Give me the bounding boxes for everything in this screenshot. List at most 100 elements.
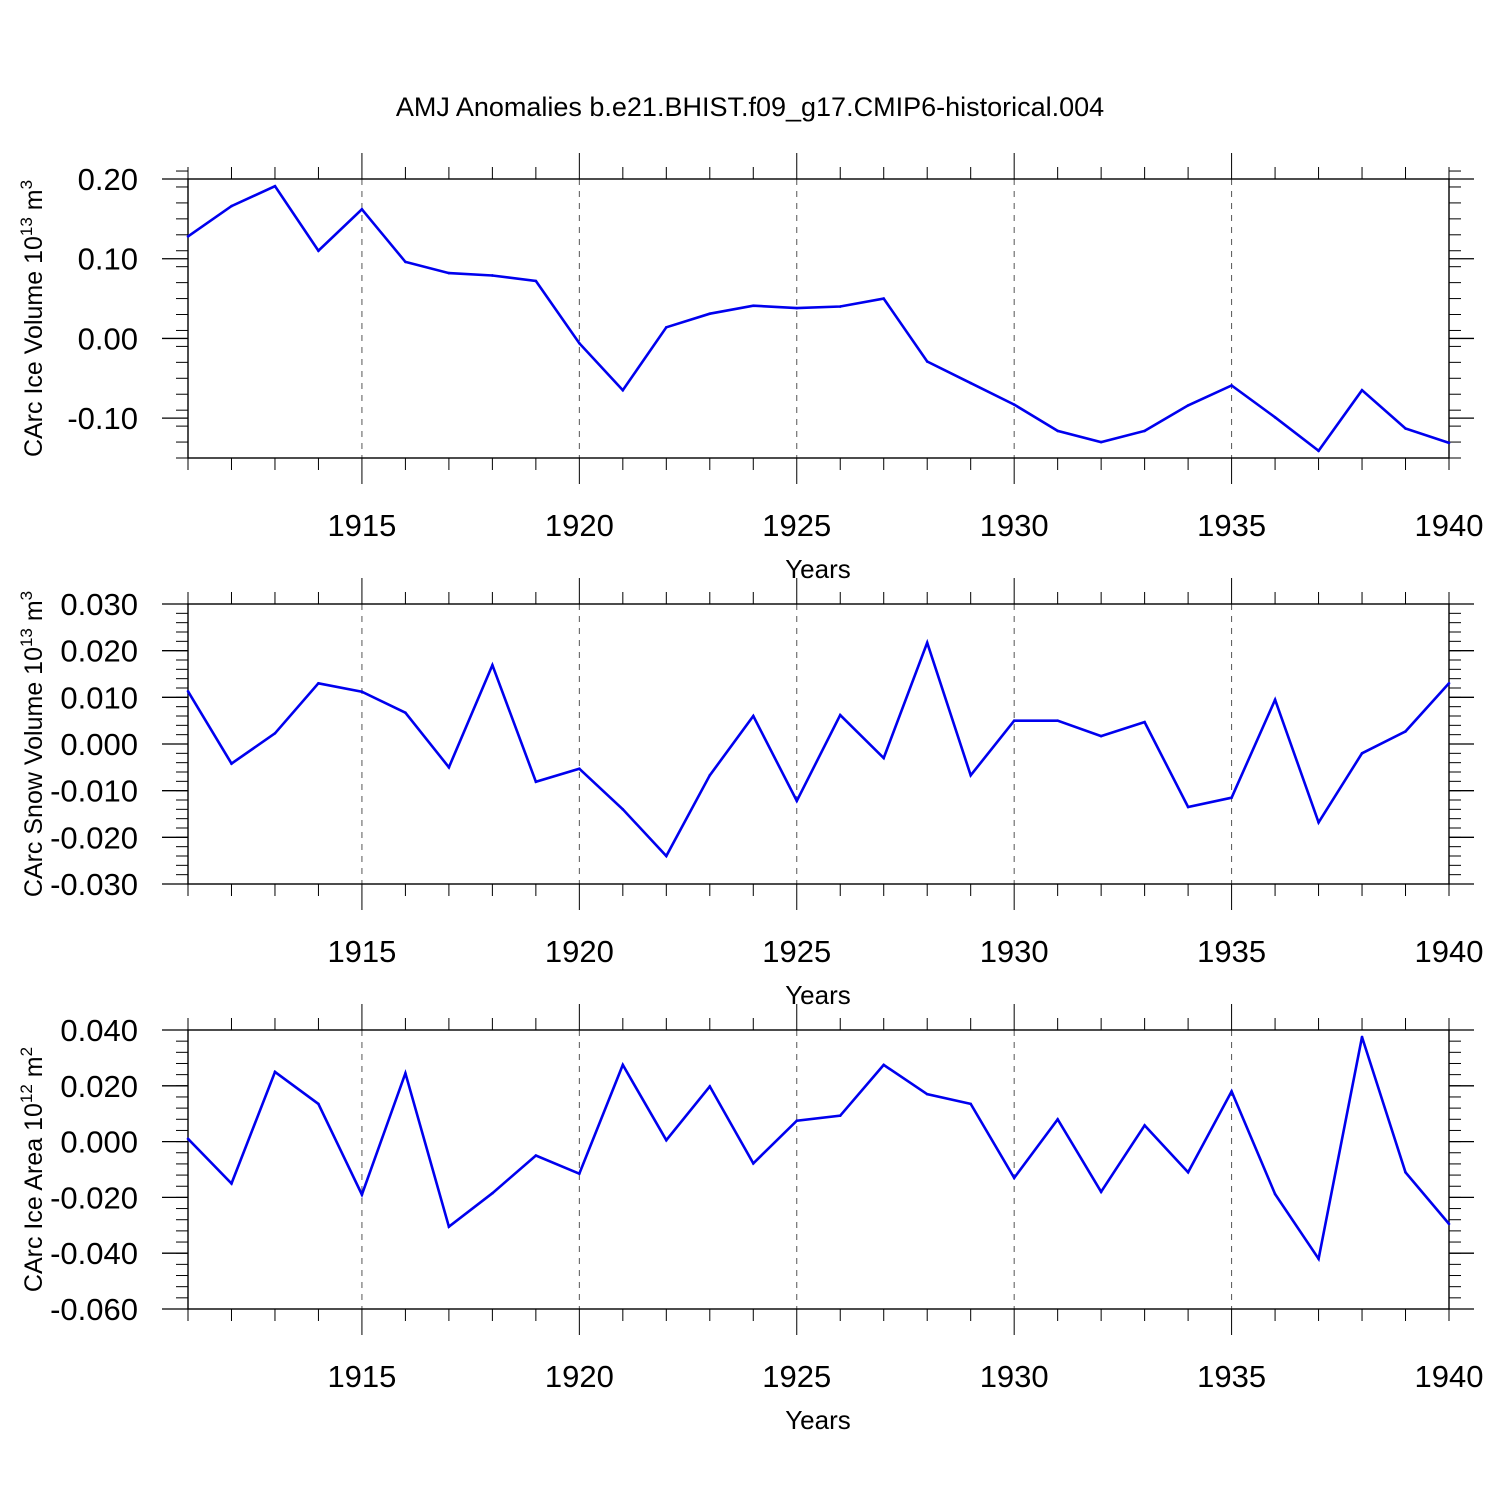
data-point-snow-volume-1935 (1230, 796, 1233, 799)
data-point-ice-volume-1924 (751, 304, 755, 308)
y-axis-label-unit-exponent: 2 (17, 1047, 36, 1056)
y-axis-label-main: CArc Ice Volume 10 (20, 236, 48, 457)
data-point-snow-volume-1920 (578, 767, 581, 771)
data-point-ice-area-1920 (578, 1172, 581, 1175)
data-point-ice-volume-1916 (404, 260, 407, 264)
data-point-snow-volume-1913 (273, 731, 277, 735)
data-point-snow-volume-1915 (360, 690, 364, 694)
y-axis-label-unit: m (20, 1056, 48, 1077)
data-point-snow-volume-1929 (969, 773, 972, 777)
y-axis-label-main: CArc Snow Volume 10 (20, 647, 48, 897)
data-point-snow-volume-1914 (317, 682, 320, 685)
y-axis-label-exponent: 13 (17, 628, 36, 647)
data-point-ice-area-1924 (751, 1162, 755, 1165)
x-axis-label-ice-volume: Years (785, 554, 851, 584)
data-point-ice-volume-1934 (1186, 404, 1190, 407)
data-point-ice-area-1923 (708, 1085, 712, 1088)
data-point-snow-volume-1921 (621, 808, 625, 811)
data-point-ice-area-1926 (838, 1114, 842, 1117)
y-axis-label-ice-area: CArc Ice Area 1012 m2 (17, 1047, 48, 1292)
x-tick-label-ice-area: 1925 (762, 1359, 831, 1394)
x-tick-label-ice-area: 1915 (327, 1359, 396, 1394)
y-tick-label-ice-volume: 0.00 (78, 321, 138, 356)
data-point-ice-area-1928 (925, 1092, 929, 1096)
data-point-ice-area-1938 (1360, 1035, 1364, 1039)
data-point-ice-area-1933 (1143, 1124, 1146, 1127)
x-tick-label-ice-area: 1930 (980, 1359, 1049, 1394)
y-tick-label-snow-volume: 0.000 (60, 727, 138, 762)
x-tick-label-ice-volume: 1930 (980, 508, 1049, 543)
plot-frame-ice-area (187, 1029, 1450, 1310)
data-point-snow-volume-1932 (1099, 734, 1103, 738)
data-point-snow-volume-1916 (404, 711, 407, 715)
x-tick-label-snow-volume: 1930 (980, 934, 1049, 969)
data-point-ice-area-1919 (534, 1154, 538, 1157)
y-tick-label-snow-volume: 0.030 (60, 587, 138, 622)
data-point-snow-volume-1919 (534, 780, 538, 784)
data-point-snow-volume-1923 (708, 773, 712, 777)
data-point-ice-area-1925 (795, 1119, 799, 1122)
y-tick-label-ice-volume: 0.20 (78, 162, 138, 197)
data-point-snow-volume-1939 (1404, 730, 1407, 733)
y-axis-label-unit-exponent: 3 (17, 180, 36, 189)
data-point-ice-area-1917 (447, 1225, 451, 1228)
y-tick-label-ice-area: 0.020 (60, 1069, 138, 1104)
data-point-ice-volume-1912 (230, 204, 233, 208)
data-point-snow-volume-1931 (1056, 719, 1059, 722)
y-axis-label-main: CArc Ice Area 10 (20, 1103, 48, 1292)
data-point-ice-area-1915 (360, 1193, 364, 1196)
data-point-ice-volume-1925 (795, 306, 799, 310)
y-axis-label-ice-volume: CArc Ice Volume 1013 m3 (17, 180, 48, 457)
panels: -0.10 0.00 0.10 0.20 1915 1920 1925 1930 1935 194… (17, 153, 1483, 1435)
y-tick-label-ice-volume: 0.10 (78, 242, 138, 277)
plot-frame-ice-volume (187, 178, 1450, 459)
data-point-ice-volume-1918 (491, 274, 494, 277)
y-axis-label-unit: m (20, 600, 48, 621)
x-tick-label-ice-area: 1935 (1197, 1359, 1266, 1394)
data-point-ice-volume-1939 (1404, 427, 1407, 430)
figure-title: AMJ Anomalies b.e21.BHIST.f09_g17.CMIP6-… (396, 92, 1104, 122)
chart-panel-ice-area: -0.060 -0.040 -0.020 0.000 0.020 0.040 1915 192… (17, 1004, 1483, 1435)
y-tick-label-ice-area: 0.040 (60, 1013, 138, 1048)
x-tick-label-ice-volume: 1920 (545, 508, 614, 543)
data-point-ice-volume-1911 (186, 235, 190, 238)
data-point-ice-volume-1940 (1447, 441, 1451, 445)
data-point-ice-volume-1920 (578, 341, 581, 345)
x-tick-label-snow-volume: 1915 (327, 934, 396, 969)
data-point-ice-volume-1938 (1360, 388, 1364, 392)
y-tick-label-snow-volume: 0.010 (60, 680, 138, 715)
data-point-snow-volume-1933 (1143, 720, 1146, 724)
data-point-ice-volume-1930 (1012, 403, 1016, 406)
y-tick-label-snow-volume: -0.010 (50, 774, 138, 809)
data-point-ice-area-1934 (1186, 1170, 1190, 1174)
data-point-ice-volume-1919 (534, 279, 538, 283)
data-point-snow-volume-1937 (1317, 821, 1320, 824)
data-point-ice-volume-1915 (360, 207, 364, 211)
data-point-snow-volume-1928 (925, 641, 929, 645)
data-point-snow-volume-1930 (1012, 719, 1016, 722)
data-point-ice-area-1913 (273, 1070, 277, 1074)
data-point-ice-volume-1921 (621, 388, 625, 392)
data-point-ice-area-1914 (317, 1102, 320, 1106)
x-tick-label-snow-volume: 1925 (762, 934, 831, 969)
data-point-ice-area-1911 (186, 1137, 190, 1141)
data-point-ice-volume-1932 (1099, 440, 1103, 444)
chart-panel-ice-volume: -0.10 0.00 0.10 0.20 1915 1920 1925 1930 1935 194… (17, 153, 1483, 584)
series-line-snow-volume (186, 638, 1450, 859)
data-point-ice-area-1937 (1317, 1257, 1320, 1261)
y-axis-label-exponent: 13 (17, 217, 36, 236)
y-axis-label-snow-volume: CArc Snow Volume 1013 m3 (17, 591, 48, 897)
data-point-ice-area-1931 (1056, 1117, 1059, 1121)
data-point-ice-area-1936 (1273, 1192, 1277, 1196)
data-point-snow-volume-1926 (838, 713, 842, 717)
x-tick-label-snow-volume: 1940 (1415, 934, 1484, 969)
y-tick-label-ice-area: -0.060 (50, 1292, 138, 1327)
y-axis-label-space (20, 210, 48, 217)
data-point-ice-volume-1927 (882, 297, 886, 300)
data-point-snow-volume-1927 (882, 756, 886, 760)
data-point-ice-volume-1935 (1230, 384, 1233, 387)
y-tick-label-snow-volume: -0.020 (50, 820, 138, 855)
y-tick-label-snow-volume: 0.020 (60, 634, 138, 669)
data-point-snow-volume-1925 (795, 799, 799, 803)
